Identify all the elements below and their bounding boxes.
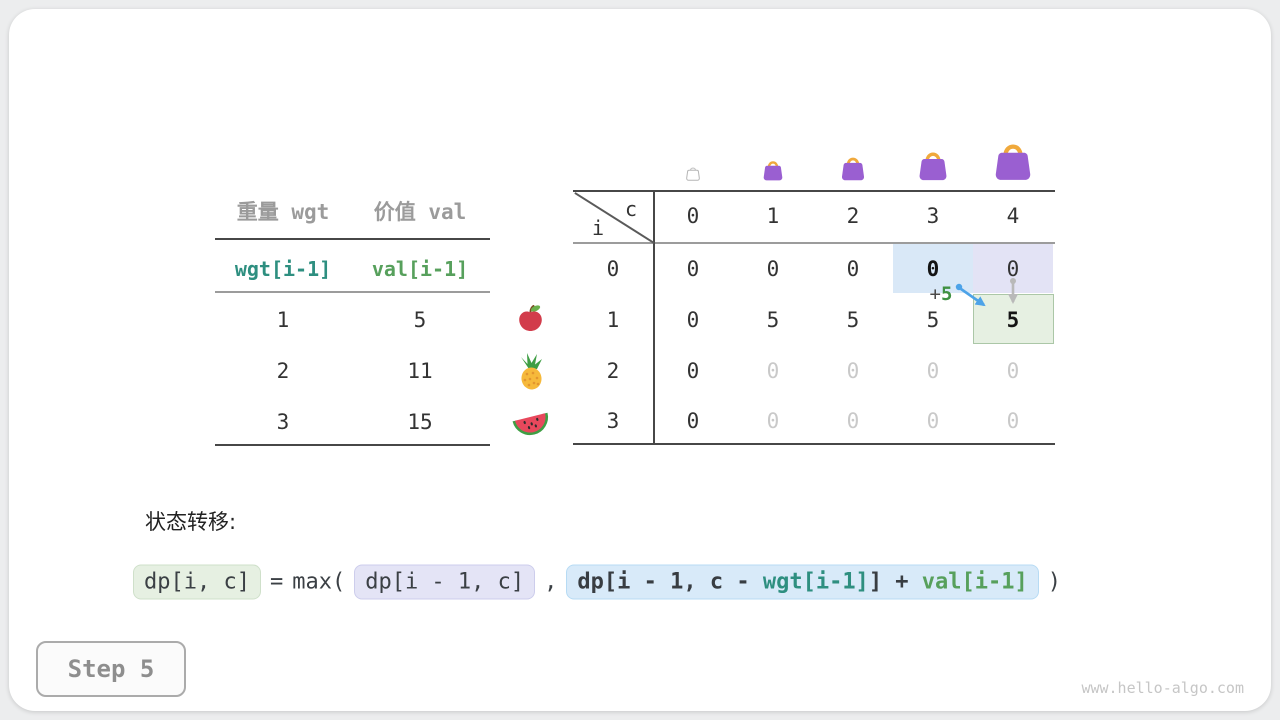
dp-table-rule-header <box>573 242 1055 244</box>
dp-cell-3-3: 0 <box>926 409 940 433</box>
item-value-2: 11 <box>407 359 433 383</box>
formula-arg2-wgt: wgt[i-1] <box>762 569 869 595</box>
figure-card <box>9 9 1271 711</box>
formula-max-open: max( <box>292 569 346 595</box>
dp-table-rule-vertical <box>653 190 655 445</box>
item-weight-2: 2 <box>276 359 290 383</box>
item-table-rule-bottom <box>215 444 490 446</box>
dp-row-header-1: 1 <box>606 308 620 332</box>
state-transition-label: 状态转移: <box>145 510 237 534</box>
dp-cell-1-1: 5 <box>766 308 780 332</box>
formula-arg2-mid: ] + <box>868 569 922 595</box>
dp-cell-2-0: 0 <box>686 359 700 383</box>
bag-capacity-0-icon <box>686 167 700 181</box>
dp-cell-3-0: 0 <box>686 409 700 433</box>
item-value-1: 5 <box>413 308 427 332</box>
dp-cell-1-3: 5 <box>926 308 940 332</box>
item-table-rule-top <box>215 238 490 240</box>
item-value-3: 15 <box>407 410 433 434</box>
dp-table-rule-bottom <box>573 443 1055 445</box>
dp-corner-col-var: c <box>624 197 638 221</box>
dp-cell-0-4: 0 <box>1006 257 1020 281</box>
annotation-operator: + <box>929 283 941 305</box>
dp-cell-3-4: 0 <box>1006 409 1020 433</box>
item-table-index-val: val[i-1] <box>371 257 469 281</box>
item-table-index-wgt: wgt[i-1] <box>234 257 332 281</box>
dp-col-header-0: 0 <box>686 204 700 228</box>
formula-arg1: dp[i - 1, c] <box>354 564 536 600</box>
dp-cell-1-0: 0 <box>686 308 700 332</box>
dp-cell-1-2: 5 <box>846 308 860 332</box>
dp-cell-2-3: 0 <box>926 359 940 383</box>
state-transition-formula: dp[i, c] = max( dp[i - 1, c] , dp[i - 1,… <box>133 564 1062 600</box>
dp-cell-2-1: 0 <box>766 359 780 383</box>
formula-arg2-prefix: dp[i - 1, c - <box>577 569 763 595</box>
dp-cell-0-1: 0 <box>766 257 780 281</box>
dp-corner-row-var: i <box>591 216 605 240</box>
bag-capacity-2-icon <box>841 157 865 181</box>
item-table-header-value: 价值 val <box>373 200 467 224</box>
dp-row-header-3: 3 <box>606 409 620 433</box>
dp-cell-1-4: 5 <box>1006 308 1020 332</box>
bag-capacity-4-icon <box>995 144 1031 180</box>
watermelon-icon <box>512 412 549 436</box>
step-badge: Step 5 <box>36 641 186 697</box>
bag-capacity-3-icon <box>919 152 947 181</box>
dp-col-header-3: 3 <box>926 204 940 228</box>
dp-cell-0-2: 0 <box>846 257 860 281</box>
apple-icon <box>519 305 542 331</box>
formula-comma: , <box>544 569 558 595</box>
dp-table-rule-top <box>573 190 1055 192</box>
dp-cell-0-3: 0 <box>926 257 940 281</box>
dp-cell-3-1: 0 <box>766 409 780 433</box>
dp-col-header-4: 4 <box>1006 204 1020 228</box>
pineapple-icon <box>521 353 542 390</box>
item-weight-1: 1 <box>276 308 290 332</box>
dp-cell-0-0: 0 <box>686 257 700 281</box>
formula-equals: = <box>269 569 284 595</box>
dp-cell-2-2: 0 <box>846 359 860 383</box>
dp-cell-2-4: 0 <box>1006 359 1020 383</box>
item-weight-3: 3 <box>276 410 290 434</box>
annotation-value: 5 <box>941 283 953 305</box>
bag-capacity-1-icon <box>763 161 783 181</box>
formula-close: ) <box>1047 569 1062 595</box>
dp-row-header-0: 0 <box>606 257 620 281</box>
dp-col-header-2: 2 <box>846 204 860 228</box>
item-table-rule-mid <box>215 291 490 293</box>
watermark: www.hello-algo.com <box>1081 679 1244 697</box>
add-value-annotation: +5 <box>930 283 953 305</box>
formula-lhs: dp[i, c] <box>133 564 261 600</box>
formula-arg2: dp[i - 1, c - wgt[i-1]] + val[i-1] <box>566 564 1039 600</box>
item-table-header-weight: 重量 wgt <box>236 200 330 224</box>
formula-arg2-val: val[i-1] <box>921 569 1028 595</box>
dp-col-header-1: 1 <box>766 204 780 228</box>
dp-cell-3-2: 0 <box>846 409 860 433</box>
dp-row-header-2: 2 <box>606 359 620 383</box>
